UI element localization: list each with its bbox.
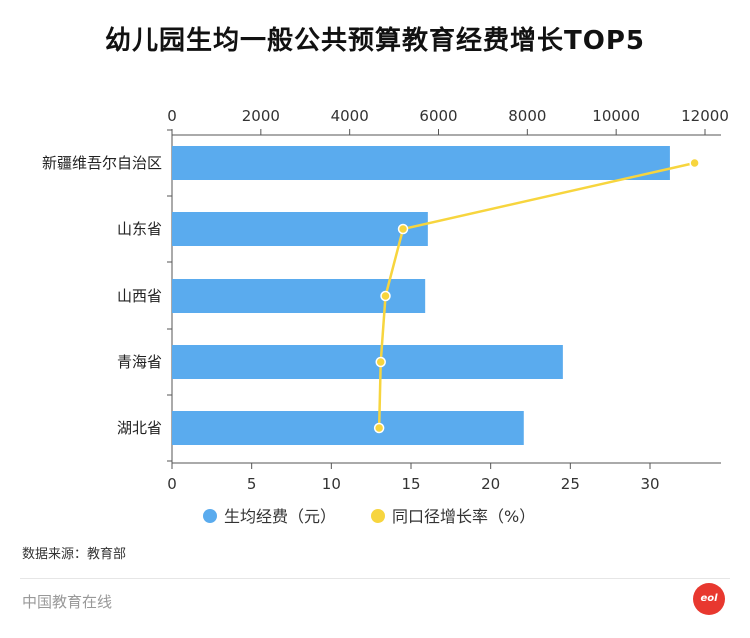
bottom-tick-label: 25 bbox=[561, 475, 580, 493]
category-label: 青海省 bbox=[117, 353, 162, 371]
top-tick-label: 0 bbox=[167, 107, 177, 125]
bottom-tick-label: 20 bbox=[481, 475, 500, 493]
growth-point bbox=[380, 290, 391, 302]
bottom-tick-label: 15 bbox=[401, 475, 420, 493]
chart-title: 幼儿园生均一般公共预算教育经费增长TOP5 bbox=[105, 26, 645, 56]
footer-brand: 中国教育在线 bbox=[22, 593, 113, 611]
legend-label-bar: 生均经费（元） bbox=[224, 507, 336, 526]
bottom-tick-label: 30 bbox=[640, 475, 659, 493]
category-label: 山东省 bbox=[117, 220, 162, 238]
bar bbox=[172, 345, 563, 379]
growth-point bbox=[375, 356, 386, 368]
bar bbox=[172, 212, 428, 246]
data-source: 数据来源：教育部 bbox=[22, 547, 127, 562]
growth-point bbox=[689, 157, 700, 169]
bottom-tick-label: 5 bbox=[247, 475, 257, 493]
bar bbox=[172, 146, 670, 180]
divider bbox=[20, 578, 730, 579]
top-tick-label: 10000 bbox=[592, 107, 640, 125]
top-tick-label: 6000 bbox=[419, 107, 457, 125]
top-tick-label: 12000 bbox=[681, 107, 729, 125]
top-tick-label: 8000 bbox=[508, 107, 546, 125]
category-label: 湖北省 bbox=[117, 419, 162, 437]
bar bbox=[172, 411, 524, 445]
category-label: 山西省 bbox=[117, 287, 162, 305]
legend-label-line: 同口径增长率（%） bbox=[392, 507, 535, 526]
legend-marker-line bbox=[371, 509, 385, 523]
legend-marker-bar bbox=[203, 509, 217, 523]
growth-line bbox=[377, 161, 695, 429]
chart: 0 2000 4000 6000 8000 10000 12000 0 5 10 15 20 25 30 新… bbox=[42, 107, 729, 526]
growth-point bbox=[397, 223, 409, 235]
growth-point bbox=[373, 422, 385, 434]
bottom-tick-label: 10 bbox=[322, 475, 341, 493]
bottom-tick-label: 0 bbox=[167, 475, 177, 493]
top-tick-label: 2000 bbox=[242, 107, 280, 125]
category-label: 新疆维吾尔自治区 bbox=[42, 154, 162, 172]
brand-logo: eol bbox=[693, 583, 725, 615]
top-tick-label: 4000 bbox=[331, 107, 369, 125]
